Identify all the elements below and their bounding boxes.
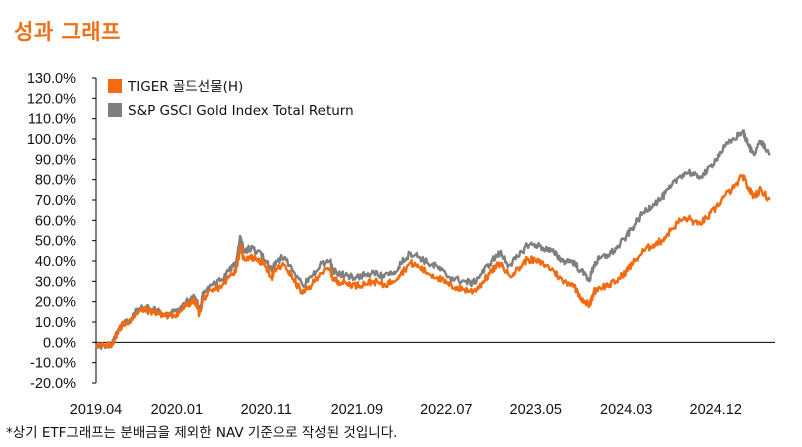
y-tick-label: 50.0% <box>35 234 76 250</box>
y-tick-label: 130.0% <box>27 71 76 87</box>
x-tick-label: 2022.07 <box>420 402 472 418</box>
y-tick-label: 90.0% <box>35 152 76 168</box>
y-tick-label: 120.0% <box>27 91 76 107</box>
series-line-sp-gsci-gold-tr <box>94 129 771 350</box>
legend-label: S&P GSCI Gold Index Total Return <box>128 103 354 119</box>
series-line-tiger-gold-futures <box>94 173 771 349</box>
y-tick-label: 10.0% <box>35 315 76 331</box>
x-tick-label: 2021.09 <box>331 402 383 418</box>
legend-label: TIGER 골드선물(H) <box>127 79 243 95</box>
y-tick-label: 80.0% <box>35 173 76 189</box>
x-tick-label: 2019.04 <box>70 402 122 418</box>
y-tick-label: 70.0% <box>35 193 76 209</box>
x-tick-label: 2020.11 <box>241 402 292 418</box>
x-tick-label: 2020.01 <box>151 402 203 418</box>
page-title: 성과 그래프 <box>14 20 121 44</box>
legend-swatch <box>108 79 122 93</box>
y-tick-label: 20.0% <box>35 295 76 311</box>
legend-swatch <box>108 103 122 117</box>
y-tick-label: 0.0% <box>43 335 76 351</box>
y-tick-label: 40.0% <box>35 254 76 270</box>
y-tick-label: 110.0% <box>28 112 76 128</box>
y-tick-label: 30.0% <box>35 274 76 290</box>
y-tick-label: 100.0% <box>27 132 76 148</box>
footnote: *상기 ETF그래프는 분배금을 제외한 NAV 기준으로 작성된 것입니다. <box>6 425 398 441</box>
y-tick-label: -20.0% <box>30 376 76 392</box>
x-tick-label: 2023.05 <box>510 402 562 418</box>
x-tick-label: 2024.03 <box>600 402 652 418</box>
y-tick-label: -10.0% <box>30 356 76 372</box>
y-tick-label: 60.0% <box>35 213 76 229</box>
x-tick-label: 2024.12 <box>690 402 742 418</box>
